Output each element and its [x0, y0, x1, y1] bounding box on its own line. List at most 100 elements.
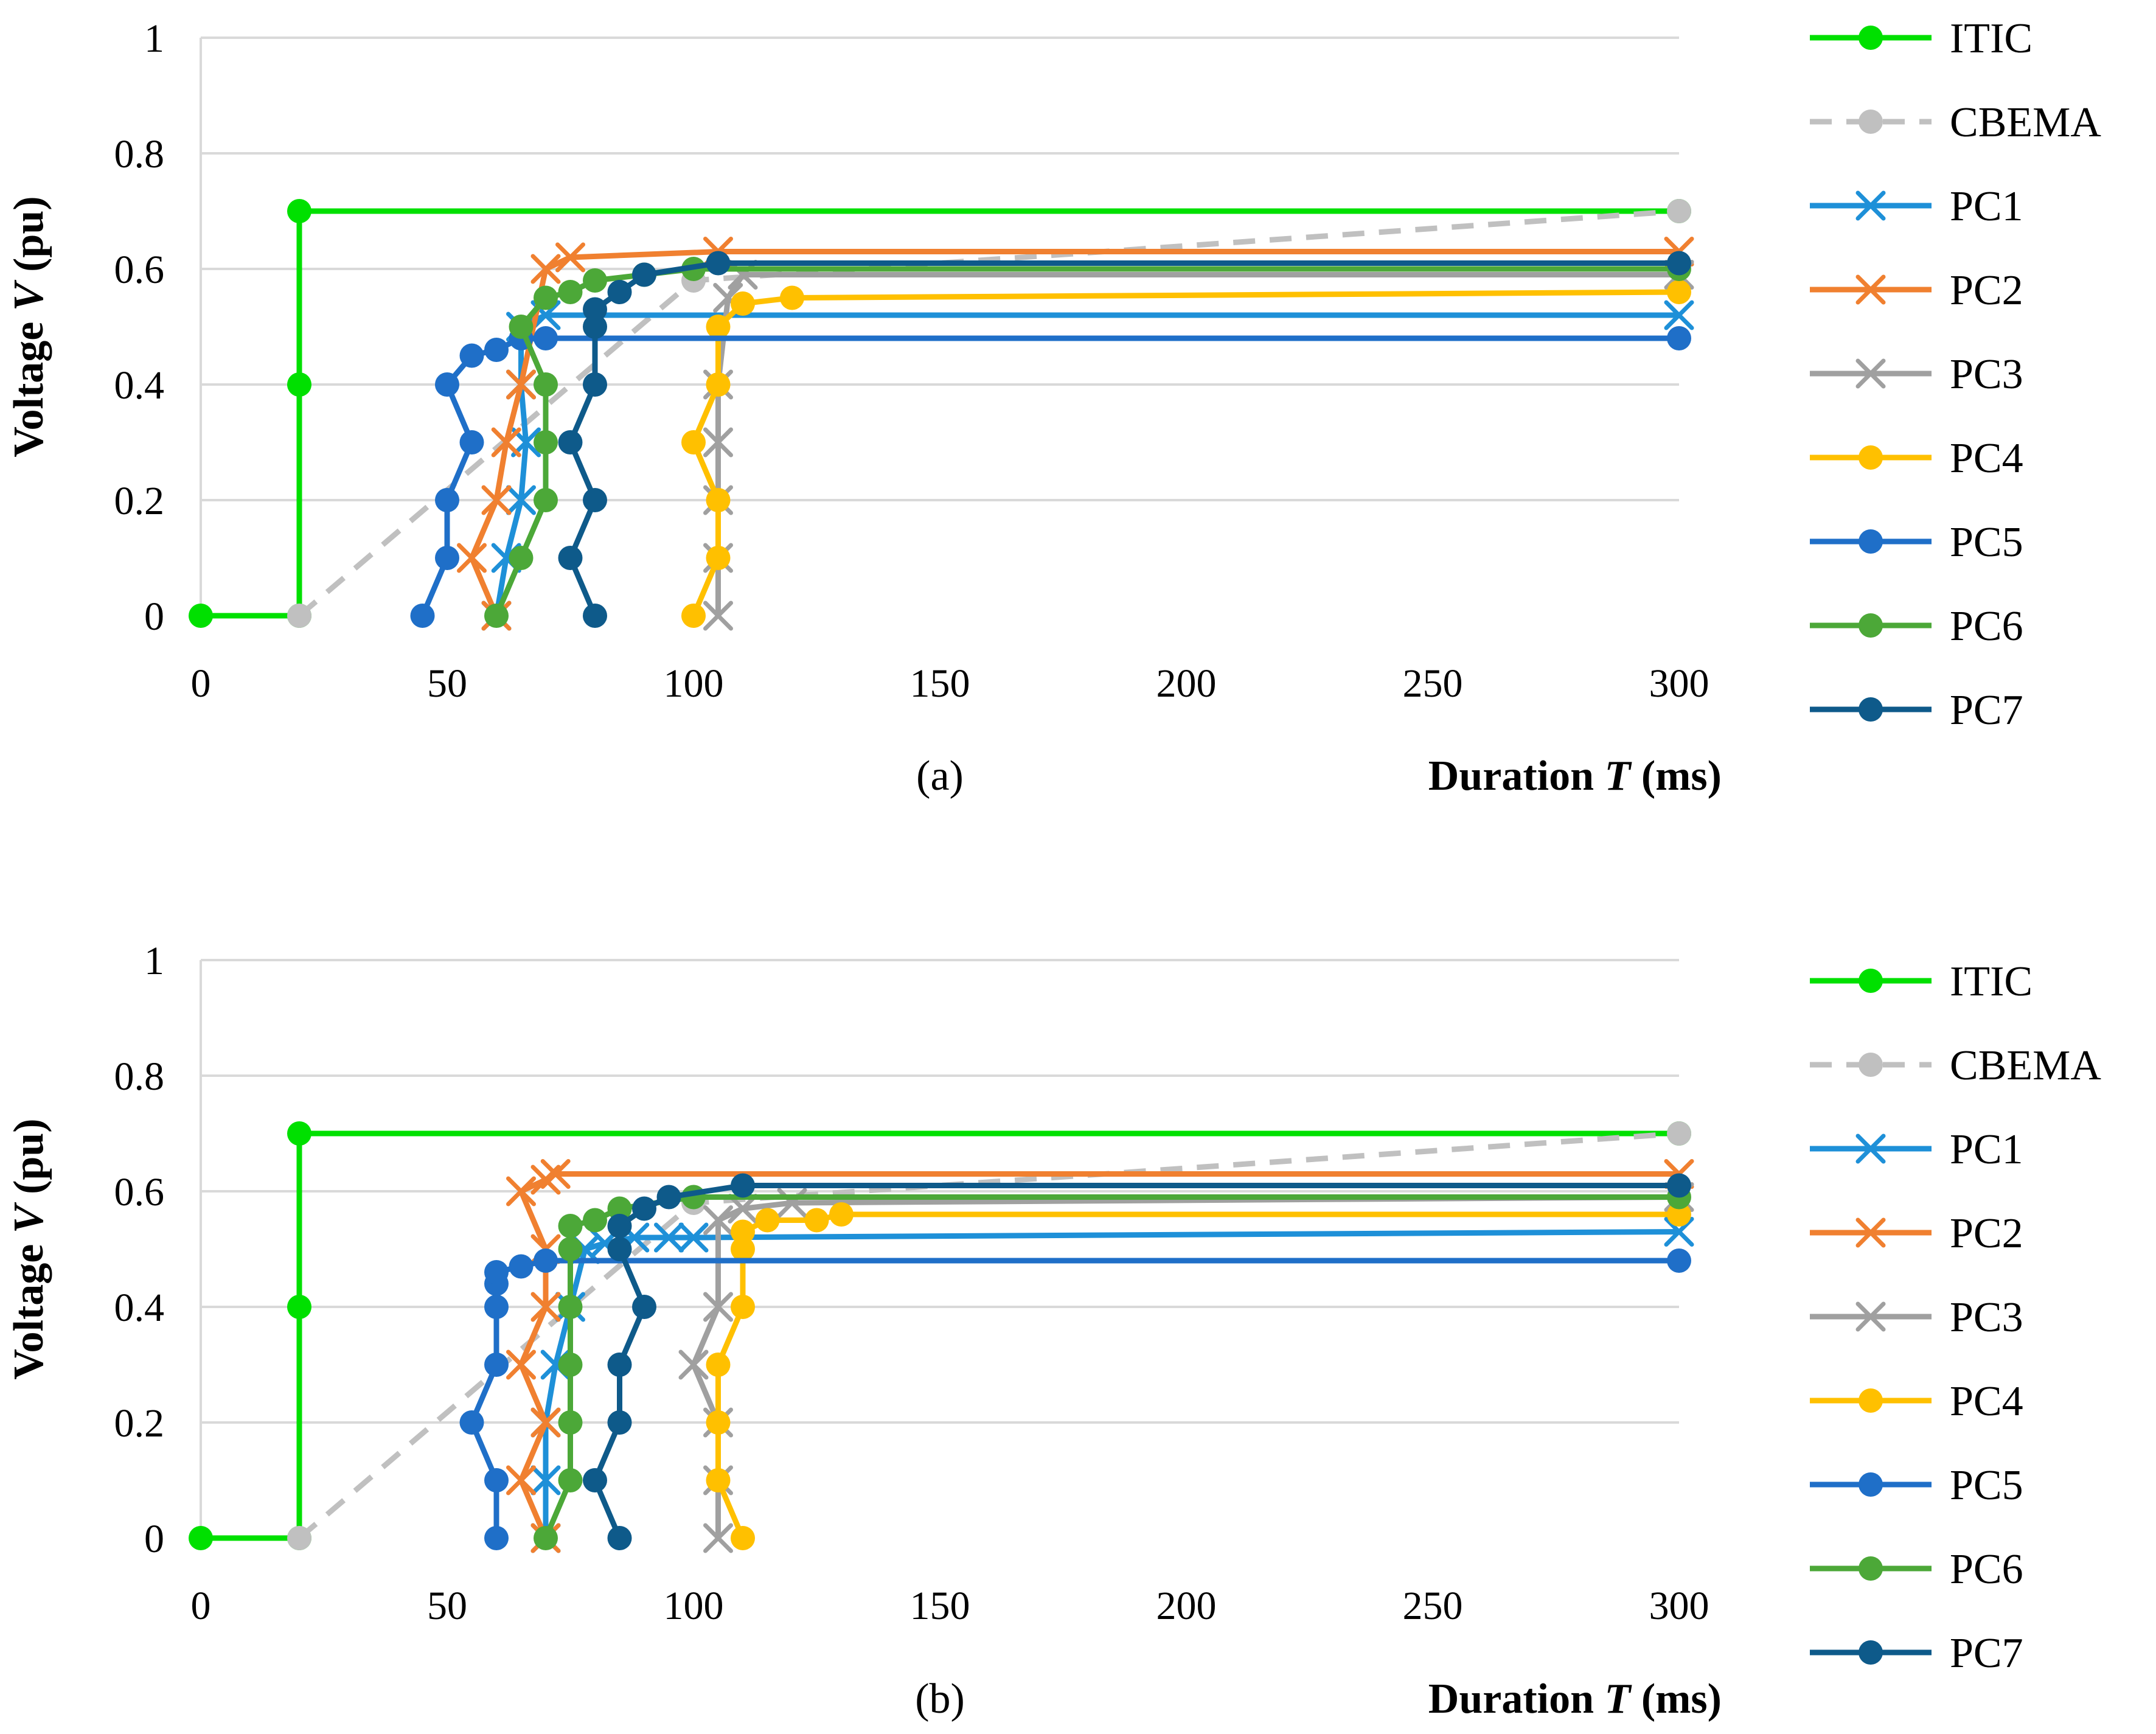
data-point-pc6: [534, 430, 558, 454]
data-point-pc4: [1667, 1202, 1691, 1227]
data-point-pc4: [706, 1353, 731, 1377]
data-point-pc5: [1667, 326, 1691, 350]
data-point-pc4: [755, 1208, 780, 1233]
x-axis-label: Duration T (ms): [1428, 753, 1722, 799]
x-tick-label: 100: [664, 1584, 724, 1628]
series-line-pc3: [715, 272, 1682, 619]
legend-item-pc5: PC5: [1810, 1462, 2023, 1509]
data-point-pc7: [583, 604, 607, 628]
data-point-pc4: [706, 315, 731, 339]
legend-item-pc6: PC6: [1810, 603, 2023, 650]
data-point-pc6: [534, 1526, 558, 1550]
legend-item-pc4: PC4: [1810, 1378, 2023, 1425]
data-point-pc3: [703, 427, 733, 458]
x-tick-label: 250: [1403, 1584, 1463, 1628]
marker-stroke: [703, 601, 733, 631]
legend: ITIC CBEMA PC1 PC2 PC3 PC4 PC5 PC6 PC7: [1810, 15, 2101, 734]
data-point-pc5: [435, 488, 459, 512]
marker-stroke: [678, 1349, 709, 1380]
data-point-pc5: [1667, 1248, 1691, 1273]
series-line-pc6: [493, 266, 1682, 619]
marker-stroke: [530, 1465, 561, 1495]
marker-stroke: [728, 1194, 758, 1224]
chart-panel-b: 0 0.2 0.4 0.6 0.8 1 0 50 100 150 200 250 300 Voltage …: [5, 939, 2101, 1722]
data-point-pc4: [681, 604, 706, 628]
data-point-pc1: [530, 1465, 561, 1495]
data-point-pc1: [506, 485, 536, 515]
data-point-pc1: [654, 1222, 684, 1253]
panel-label: (b): [915, 1676, 965, 1722]
data-point-pc4: [706, 546, 731, 570]
legend-item-pc5: PC5: [1810, 519, 2023, 566]
data-point-pc7: [583, 315, 607, 339]
data-point-pc4: [804, 1208, 829, 1233]
legend-item-pc3: PC3: [1810, 351, 2023, 398]
legend-label: ITIC: [1950, 958, 2033, 1005]
legend-label: PC4: [1950, 1378, 2023, 1425]
series-line-pc3: [690, 1194, 1682, 1541]
legend-item-pc4: PC4: [1810, 435, 2023, 482]
data-point-pc5: [484, 1260, 509, 1284]
data-point-pc7: [731, 1173, 755, 1198]
data-point-pc7: [583, 488, 607, 512]
data-point-itic: [287, 199, 311, 223]
data-point-pc3: [703, 1205, 733, 1235]
data-point-pc7: [607, 1526, 632, 1550]
y-axis-label-prefix: Voltage: [5, 311, 52, 457]
legend-label: PC1: [1950, 183, 2023, 230]
y-tick-label: 0.8: [114, 132, 165, 176]
x-tick-label: 300: [1649, 1584, 1709, 1628]
y-axis-label-suffix: (pu): [5, 196, 52, 282]
data-point-pc7: [1667, 251, 1691, 276]
data-point-pc4: [706, 488, 731, 512]
marker-stroke: [506, 1349, 536, 1380]
data-point-pc5: [459, 430, 484, 454]
data-point-pc5: [484, 1353, 509, 1377]
y-tick-label: 0.4: [114, 1286, 165, 1330]
x-tick-label: 50: [427, 661, 467, 706]
data-point-pc4: [681, 430, 706, 454]
legend-marker: [1859, 613, 1883, 638]
data-point-cbema: [287, 604, 311, 628]
x-tick-label: 150: [910, 1584, 970, 1628]
data-point-pc5: [534, 326, 558, 350]
data-point-pc4: [731, 1237, 755, 1261]
y-axis-label-var: V: [5, 1202, 52, 1233]
data-point-pc6: [558, 1468, 583, 1492]
data-point-pc5: [435, 372, 459, 397]
y-axis-label-prefix: Voltage: [5, 1233, 52, 1379]
data-point-pc2: [506, 369, 536, 400]
data-point-pc7: [656, 1185, 681, 1210]
marker-stroke: [506, 485, 536, 515]
data-point-pc4: [731, 1526, 755, 1550]
marker-stroke: [530, 1407, 561, 1438]
data-point-pc2: [506, 1349, 536, 1380]
data-point-cbema: [287, 1526, 311, 1550]
x-tick-label: 250: [1403, 661, 1463, 706]
panel-label: (a): [916, 753, 964, 799]
legend-label: ITIC: [1950, 15, 2033, 62]
data-point-pc2: [481, 485, 512, 515]
data-point-pc6: [583, 1208, 607, 1233]
data-point-pc1: [678, 1222, 709, 1253]
chart-panel-a: 0 0.2 0.4 0.6 0.8 1 0 50 100 150 200 250 300 Voltage …: [5, 15, 2101, 799]
data-point-pc4: [731, 1219, 755, 1244]
legend-label: PC7: [1950, 687, 2023, 734]
x-tick-label: 200: [1156, 1584, 1217, 1628]
data-point-pc7: [583, 372, 607, 397]
x-tick-label: 50: [427, 1584, 467, 1628]
data-point-pc7: [1667, 1173, 1691, 1198]
y-tick-label: 0.2: [114, 479, 165, 523]
data-point-pc5: [534, 1248, 558, 1273]
series-pc4: [706, 1202, 1691, 1550]
legend-item-cbema: CBEMA: [1810, 1042, 2101, 1089]
legend-marker: [1859, 445, 1883, 470]
x-tick-label: 200: [1156, 661, 1217, 706]
legend-label: PC5: [1950, 1462, 2023, 1509]
data-point-pc5: [484, 1526, 509, 1550]
legend-marker: [1859, 969, 1883, 993]
legend-marker: [1859, 26, 1883, 50]
legend-label: PC5: [1950, 519, 2023, 566]
marker-stroke: [713, 283, 743, 313]
